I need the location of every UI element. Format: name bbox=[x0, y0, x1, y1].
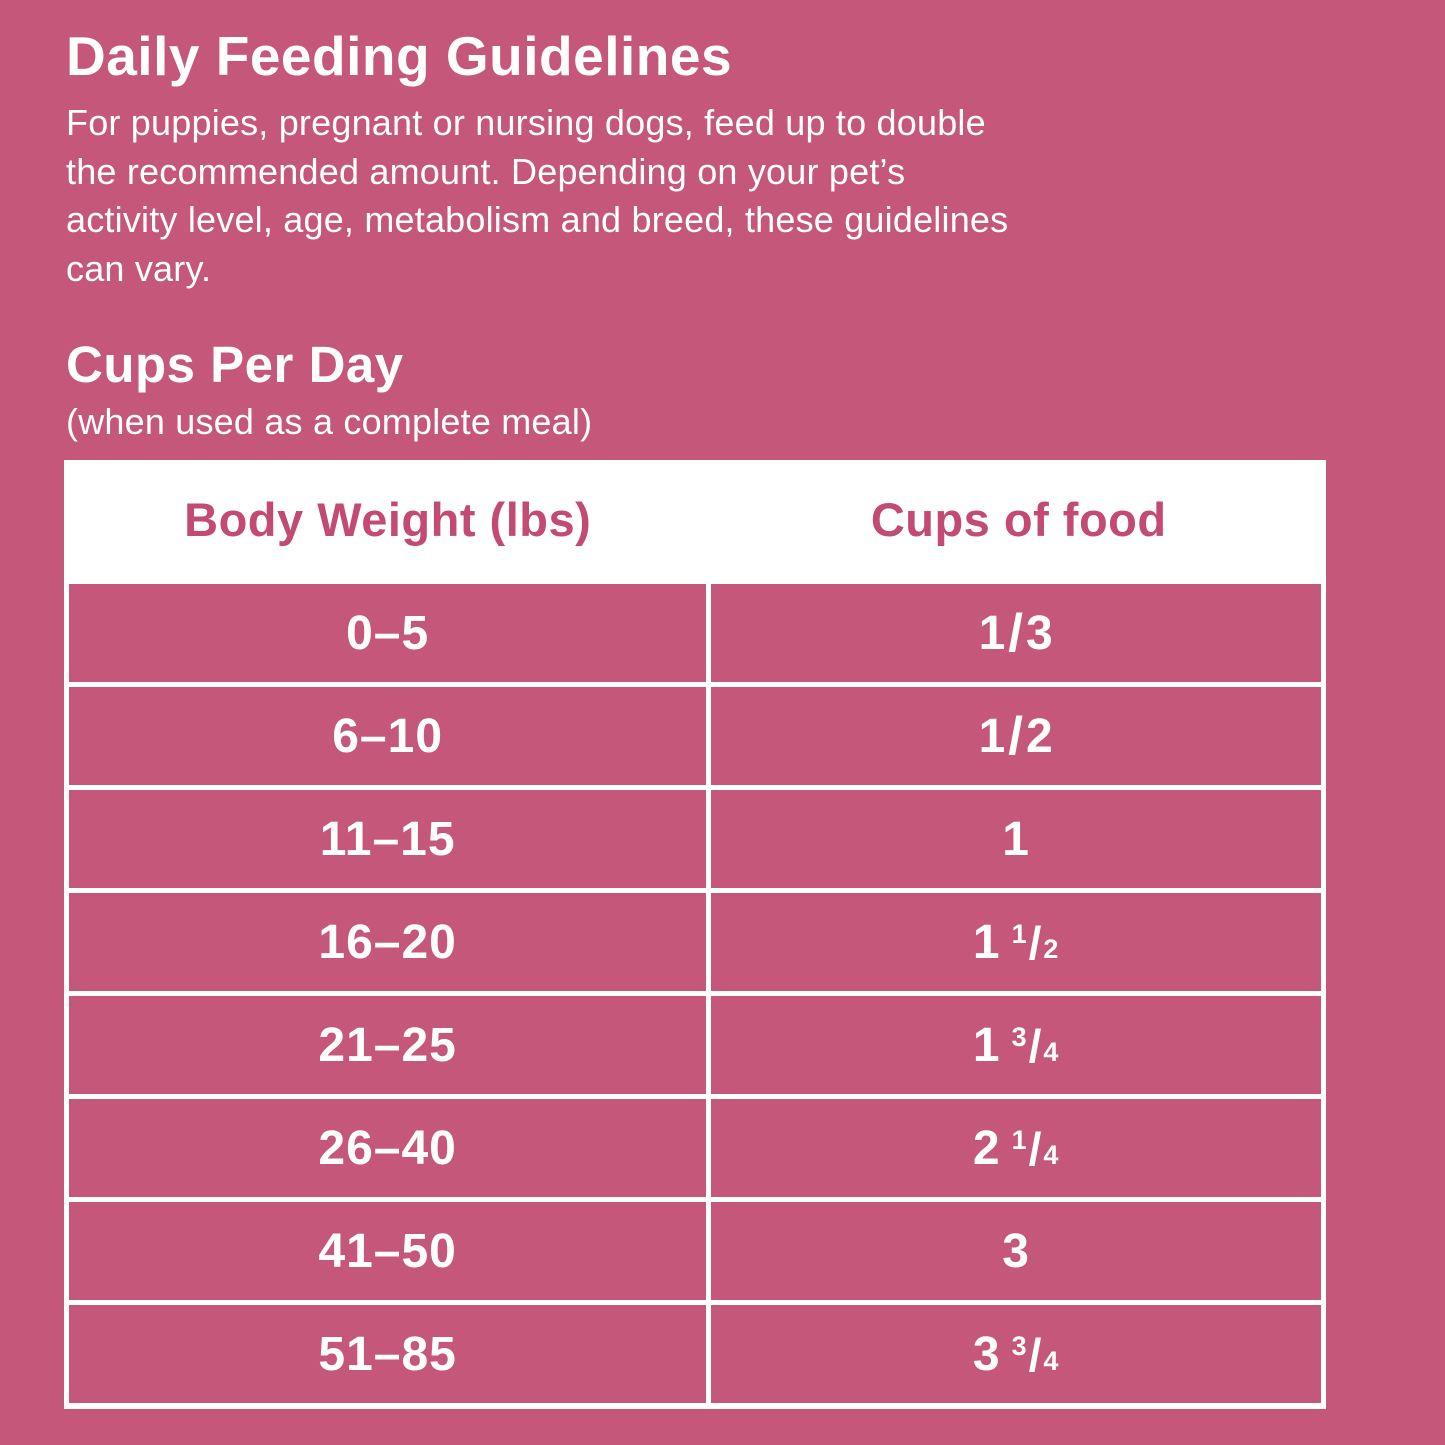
cups-denominator: 2 bbox=[1043, 933, 1060, 964]
cups-denominator: 4 bbox=[1043, 1139, 1060, 1170]
cups-denominator: 2 bbox=[1026, 709, 1054, 763]
weight-cell: 21–25 bbox=[69, 996, 712, 1094]
cups-cell: 3 3/4 bbox=[711, 1305, 1321, 1403]
cups-whole: 2 bbox=[972, 1121, 1001, 1175]
cups-numerator: 1 bbox=[1011, 918, 1028, 949]
page-title: Daily Feeding Guidelines bbox=[66, 25, 733, 87]
cups-cell: 1 bbox=[711, 790, 1321, 888]
cups-numerator: 1 bbox=[1011, 1124, 1028, 1155]
cups-whole: 1 bbox=[1002, 812, 1030, 866]
cups-denominator: 3 bbox=[1026, 606, 1054, 660]
cups-denominator: 4 bbox=[1043, 1345, 1060, 1376]
cups-cell: 2 1/4 bbox=[711, 1099, 1321, 1197]
cups-cell: 1 1/2 bbox=[711, 893, 1321, 991]
table-header-row: Body Weight (lbs) Cups of food bbox=[64, 460, 1326, 579]
fraction-slash: / bbox=[1028, 1019, 1043, 1072]
section-heading: Cups Per Day bbox=[66, 336, 404, 393]
cups-numerator: 1 bbox=[978, 606, 1007, 660]
column-header-body-weight: Body Weight (lbs) bbox=[184, 493, 592, 546]
table-row: 41–50 3 bbox=[69, 1197, 1321, 1300]
fraction-slash: / bbox=[1028, 916, 1043, 969]
cups-cell: 1 3/4 bbox=[711, 996, 1321, 1094]
table-row: 16–20 1 1/2 bbox=[69, 888, 1321, 991]
table-row: 6–10 1/2 bbox=[69, 682, 1321, 785]
section-subheading: (when used as a complete meal) bbox=[66, 401, 593, 442]
intro-line: For puppies, pregnant or nursing dogs, f… bbox=[66, 102, 986, 143]
weight-cell: 41–50 bbox=[69, 1202, 712, 1300]
cups-numerator: 3 bbox=[1011, 1021, 1028, 1052]
weight-cell: 16–20 bbox=[69, 893, 712, 991]
fraction-slash: / bbox=[1028, 1122, 1043, 1175]
weight-cell: 26–40 bbox=[69, 1099, 712, 1197]
cups-whole: 1 bbox=[972, 915, 1001, 969]
weight-cell: 11–15 bbox=[69, 790, 712, 888]
intro-line: can vary. bbox=[66, 248, 212, 290]
cups-whole: 1 bbox=[972, 1018, 1001, 1072]
fraction-slash: / bbox=[1028, 1328, 1043, 1381]
intro-line: the recommended amount. Depending on you… bbox=[66, 150, 906, 192]
column-header-cups-of-food: Cups of food bbox=[870, 493, 1167, 546]
cups-numerator: 1 bbox=[978, 709, 1007, 763]
table-row: 51–85 3 3/4 bbox=[69, 1300, 1321, 1403]
intro-line: activity level, age, metabolism and bree… bbox=[66, 199, 1009, 241]
table-row: 11–15 1 bbox=[69, 785, 1321, 888]
cups-cell: 1/3 bbox=[711, 584, 1321, 682]
table-row: 0–5 1/3 bbox=[69, 579, 1321, 682]
table-body: 0–5 1/3 6–10 1/2 11–15 1 16–20 1 1/2 21–2… bbox=[64, 579, 1326, 1409]
fraction-slash: / bbox=[1008, 603, 1024, 663]
weight-cell: 0–5 bbox=[69, 584, 712, 682]
weight-cell: 6–10 bbox=[69, 687, 712, 785]
fraction-slash: / bbox=[1008, 706, 1024, 766]
cups-whole: 3 bbox=[1002, 1224, 1030, 1278]
intro-text: For puppies, pregnant or nursing dogs, f… bbox=[66, 99, 1008, 294]
feeding-table: Body Weight (lbs) Cups of food 0–5 1/3 6… bbox=[64, 460, 1326, 1409]
cups-numerator: 3 bbox=[1011, 1330, 1028, 1361]
table-row: 21–25 1 3/4 bbox=[69, 991, 1321, 1094]
cups-cell: 3 bbox=[711, 1202, 1321, 1300]
cups-denominator: 4 bbox=[1043, 1036, 1060, 1067]
cups-whole: 3 bbox=[972, 1327, 1001, 1381]
cups-cell: 1/2 bbox=[711, 687, 1321, 785]
weight-cell: 51–85 bbox=[69, 1305, 712, 1403]
table-row: 26–40 2 1/4 bbox=[69, 1094, 1321, 1197]
